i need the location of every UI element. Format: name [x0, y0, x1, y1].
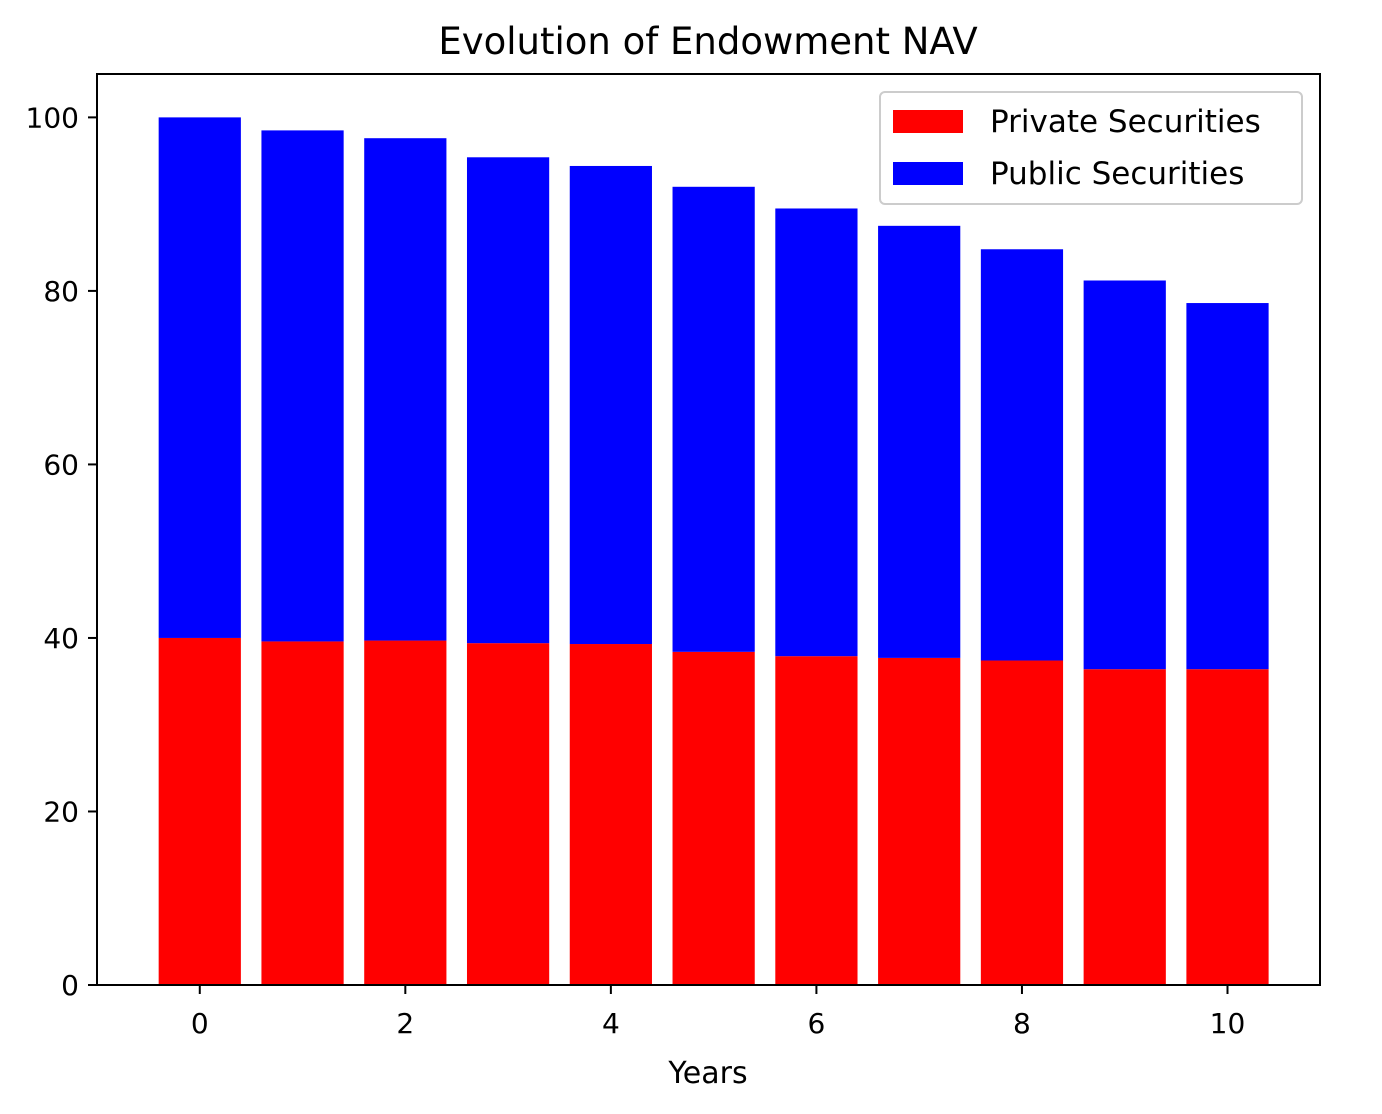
y-axis: 0 20 40 60 80 100 [26, 101, 97, 1002]
bar-public-securities-5 [672, 186, 755, 652]
x-axis-label: Years [667, 1056, 747, 1091]
x-tick-label: 0 [191, 1007, 209, 1040]
plot-frame [96, 73, 1321, 986]
bar-private-securities-8 [980, 660, 1064, 985]
bar-private-securities-6 [775, 656, 858, 985]
y-tick-label: 100 [26, 101, 79, 134]
bar-private-securities-4 [569, 644, 652, 985]
bar-public-securities-2 [364, 138, 447, 641]
x-tick-label: 8 [1013, 1007, 1031, 1040]
x-tick-label: 4 [602, 1007, 620, 1040]
legend-label-private-securities: Private Securities [990, 104, 1261, 140]
bar-private-securities-3 [466, 643, 550, 985]
bar-private-securities-2 [364, 640, 447, 985]
bar-public-securities-9 [1083, 280, 1166, 670]
bar-private-securities-1 [261, 641, 344, 985]
y-tick-label: 80 [43, 275, 79, 308]
bar-public-securities-0 [158, 117, 241, 638]
y-tick-label: 40 [43, 622, 79, 655]
legend-swatch-private-securities [893, 110, 963, 133]
bar-public-securities-4 [569, 165, 652, 645]
y-tick-label: 0 [61, 969, 79, 1002]
bar-private-securities-0 [158, 637, 241, 985]
y-tick-label: 20 [43, 795, 79, 828]
x-tick-label: 10 [1210, 1007, 1246, 1040]
legend: Private Securities Public Securities [879, 91, 1303, 205]
bar-public-securities-8 [980, 249, 1064, 661]
bar-private-securities-10 [1186, 669, 1269, 985]
bar-public-securities-7 [878, 225, 961, 658]
chart-title: Evolution of Endowment NAV [438, 20, 977, 63]
x-axis: 0 2 4 6 8 10 [191, 985, 1245, 1040]
bar-private-securities-7 [878, 657, 961, 985]
legend-label-public-securities: Public Securities [990, 156, 1244, 192]
bar-public-securities-1 [261, 130, 344, 642]
bar-public-securities-3 [466, 157, 550, 644]
bars-group [158, 117, 1269, 985]
bar-public-securities-10 [1186, 303, 1269, 670]
legend-box [879, 91, 1303, 205]
x-tick-label: 6 [807, 1007, 825, 1040]
bar-private-securities-9 [1083, 669, 1166, 985]
y-tick-label: 60 [43, 448, 79, 481]
legend-swatch-public-securities [893, 162, 963, 185]
bar-private-securities-5 [672, 651, 755, 985]
x-tick-label: 2 [396, 1007, 414, 1040]
bar-public-securities-6 [775, 208, 858, 657]
